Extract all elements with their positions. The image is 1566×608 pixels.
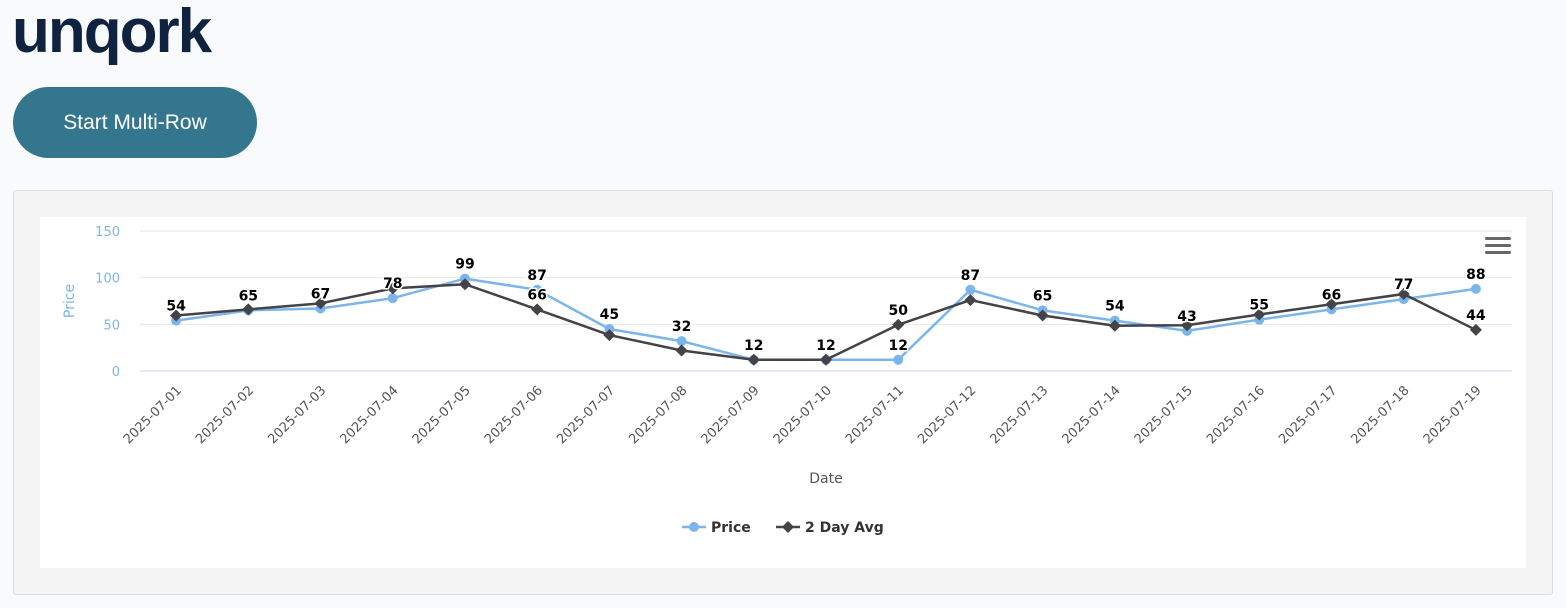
avg-point: [314, 297, 327, 310]
x-tick-label: 2025-07-12: [915, 383, 979, 447]
data-label: 99: [455, 257, 474, 273]
data-label: 50: [888, 303, 908, 319]
hamburger-menu-icon[interactable]: [1485, 237, 1511, 257]
price-point: [532, 284, 543, 295]
avg-point: [675, 344, 688, 357]
x-tick-label: 2025-07-11: [843, 383, 907, 447]
avg-point: [1036, 309, 1049, 322]
data-label: 55: [1250, 298, 1269, 314]
avg-point: [964, 294, 977, 307]
unqork-logo: unqork: [12, 0, 212, 66]
avg-point: [1108, 319, 1121, 332]
data-label: 66: [1322, 287, 1341, 303]
avg-point: [1325, 298, 1338, 311]
price-point: [387, 293, 398, 304]
avg-point: [386, 282, 399, 295]
data-label: 88: [1466, 267, 1485, 283]
data-label: 66: [527, 287, 546, 303]
x-tick-label: 2025-07-16: [1204, 383, 1268, 447]
legend-item[interactable]: Price: [711, 520, 751, 536]
x-tick-label: 2025-07-02: [193, 383, 257, 447]
price-point: [604, 324, 615, 334]
y-tick-label: 50: [103, 318, 120, 333]
x-tick-label: 2025-07-17: [1276, 383, 1340, 447]
avg-point: [892, 318, 905, 331]
avg-point: [458, 278, 471, 291]
data-label: 87: [527, 268, 546, 284]
avg-point: [1469, 323, 1482, 336]
price-point: [893, 354, 904, 365]
data-label: 67: [311, 286, 330, 302]
avg-point: [747, 353, 760, 366]
avg-point: [603, 329, 616, 342]
x-tick-label: 2025-07-09: [699, 383, 763, 447]
chart-area: [40, 217, 1526, 568]
avg-point: [1253, 308, 1266, 321]
y-axis-title: Price: [62, 284, 78, 318]
x-tick-label: 2025-07-15: [1132, 383, 1196, 447]
data-label: 12: [816, 338, 835, 354]
x-tick-label: 2025-07-01: [121, 383, 185, 447]
data-label: 44: [1466, 308, 1486, 324]
y-tick-label: 100: [95, 272, 120, 287]
price-point: [676, 336, 687, 347]
x-tick-label: 2025-07-04: [338, 383, 402, 447]
x-tick-label: 2025-07-08: [626, 383, 690, 447]
legend-item[interactable]: 2 Day Avg: [805, 520, 884, 536]
data-label: 54: [1105, 299, 1125, 315]
legend-diamond-icon: [782, 521, 794, 533]
data-label: 65: [1033, 288, 1052, 304]
data-label: 12: [744, 338, 763, 354]
data-label: 77: [1394, 277, 1413, 293]
x-tick-label: 2025-07-06: [482, 383, 546, 447]
x-tick-label: 2025-07-13: [987, 383, 1051, 447]
data-label: 54: [166, 299, 186, 315]
avg-point: [820, 353, 832, 366]
price-point: [1470, 283, 1481, 294]
legend-circle-icon: [689, 522, 699, 532]
price-point: [965, 284, 976, 295]
x-tick-label: 2025-07-03: [265, 383, 329, 447]
data-label: 87: [961, 268, 980, 284]
data-label: 12: [888, 338, 907, 354]
x-tick-label: 2025-07-05: [410, 383, 474, 447]
x-tick-label: 2025-07-14: [1060, 383, 1124, 447]
x-axis-title: Date: [809, 471, 842, 487]
data-label: 45: [600, 307, 619, 323]
avg-point: [531, 303, 544, 316]
x-tick-label: 2025-07-18: [1348, 383, 1412, 447]
avg-point: [170, 309, 183, 322]
x-tick-label: 2025-07-07: [554, 383, 618, 447]
data-label: 78: [383, 276, 402, 292]
x-tick-label: 2025-07-19: [1421, 383, 1485, 447]
start-multi-row-button[interactable]: Start Multi-Row: [13, 87, 257, 158]
data-label: 32: [672, 319, 691, 335]
avg-point: [1181, 319, 1194, 332]
y-tick-label: 150: [95, 225, 120, 240]
data-label: 65: [239, 288, 258, 304]
x-tick-label: 2025-07-10: [771, 383, 835, 447]
data-label: 43: [1177, 309, 1196, 325]
y-tick-label: 0: [112, 365, 120, 380]
avg-point: [242, 303, 255, 316]
avg-point: [1397, 288, 1410, 300]
